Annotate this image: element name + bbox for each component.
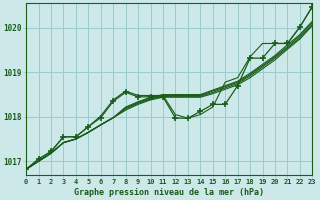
- X-axis label: Graphe pression niveau de la mer (hPa): Graphe pression niveau de la mer (hPa): [74, 188, 264, 197]
